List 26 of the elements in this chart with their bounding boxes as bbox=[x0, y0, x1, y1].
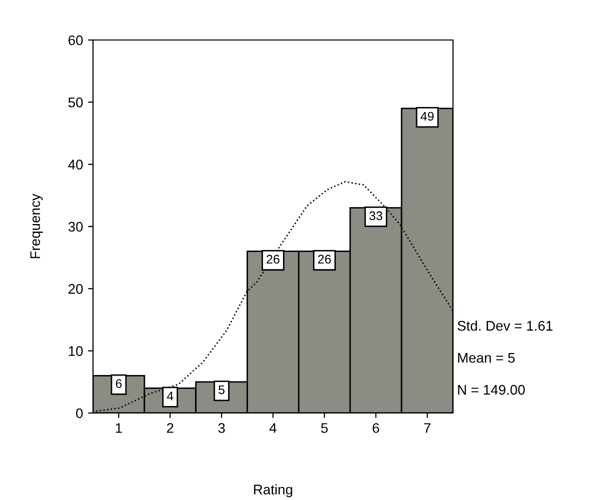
text: Mean = 5 bbox=[458, 353, 515, 363]
y-tick-label: 0 bbox=[76, 408, 83, 418]
data-label: 4 bbox=[166, 392, 174, 400]
text: Std. Dev = 1.61 bbox=[458, 320, 552, 331]
data-label: 5 bbox=[218, 385, 225, 394]
data-label: 33 bbox=[369, 211, 382, 220]
x-tick-label: 3 bbox=[218, 423, 225, 433]
x-axis-title: Rating bbox=[254, 484, 292, 498]
x-tick-label: 5 bbox=[321, 423, 328, 433]
x-tick-label: 7 bbox=[424, 423, 430, 433]
data-label: 6 bbox=[116, 379, 122, 388]
y-tick-label: 20 bbox=[68, 284, 83, 294]
y-tick-label: 40 bbox=[68, 160, 83, 170]
data-label: 49 bbox=[420, 112, 434, 121]
data-label: 26 bbox=[266, 254, 280, 264]
y-axis-title: Frequency bbox=[30, 194, 43, 258]
x-tick-label: 2 bbox=[166, 423, 174, 433]
y-tick-label: 50 bbox=[68, 98, 83, 108]
y-tick-label: 30 bbox=[68, 222, 83, 232]
y-tick-label: 10 bbox=[68, 346, 83, 356]
x-tick-label: 6 bbox=[372, 423, 380, 433]
x-tick-label: 1 bbox=[116, 423, 122, 433]
x-tick-label: 4 bbox=[269, 423, 276, 433]
data-label: 26 bbox=[318, 254, 331, 264]
text: N = 149.00 bbox=[458, 384, 525, 395]
y-tick-label: 60 bbox=[68, 35, 83, 46]
